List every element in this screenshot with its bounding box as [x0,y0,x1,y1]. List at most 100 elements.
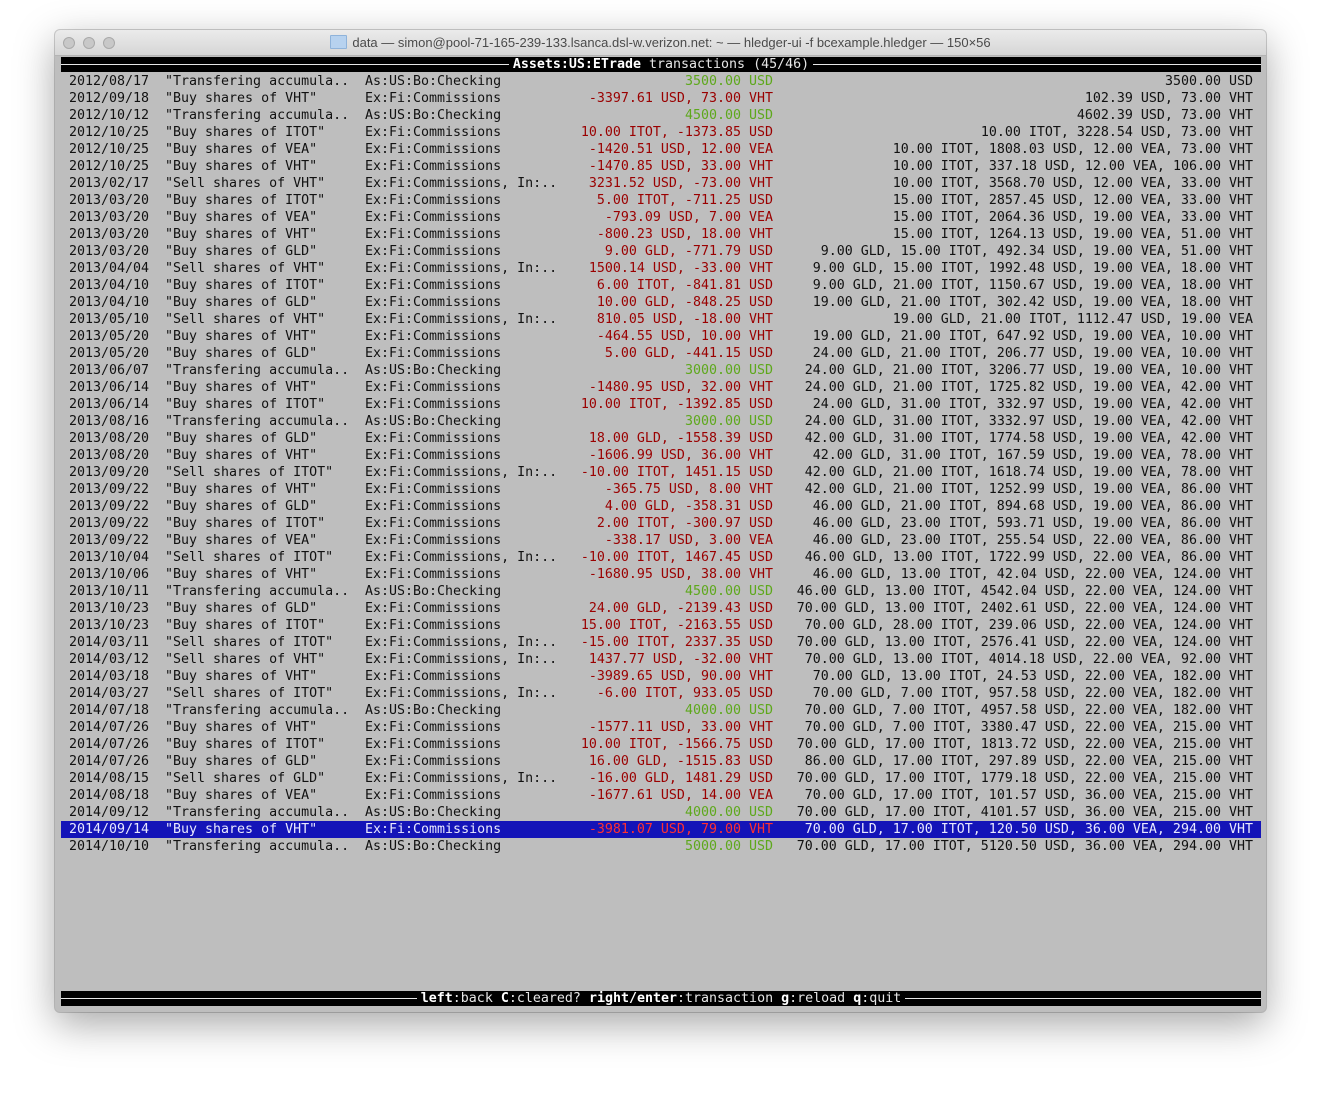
key-action-3: reload [797,991,846,1006]
date: 2013/09/20 [69,465,150,480]
balance: 70.00 GLD, 17.00 ITOT, 4101.57 USD, 36.0… [796,805,1253,820]
description: "Transfering accumula.. [165,584,350,599]
amount: 10.00 ITOT, -1373.85 USD [580,125,773,140]
table-row[interactable]: 2013/09/20 "Sell shares of ITOT" Ex:Fi:Com… [61,464,1261,481]
table-row[interactable]: 2013/03/20 "Buy shares of VHT" Ex:Fi:Commi… [61,226,1261,243]
amount: 10.00 ITOT, -1392.85 USD [580,397,773,412]
table-row[interactable]: 2014/09/12 "Transfering accumula.. As:US:B… [61,804,1261,821]
table-row[interactable]: 2014/07/26 "Buy shares of GLD" Ex:Fi:Commi… [61,753,1261,770]
account: Ex:Fi:Commissions [365,227,502,242]
table-row[interactable]: 2014/03/11 "Sell shares of ITOT" Ex:Fi:Com… [61,634,1261,651]
table-row[interactable]: 2013/05/10 "Sell shares of VHT" Ex:Fi:Comm… [61,311,1261,328]
description: "Buy shares of VHT" [165,822,318,837]
table-row[interactable]: 2013/04/04 "Sell shares of VHT" Ex:Fi:Comm… [61,260,1261,277]
table-row[interactable]: 2013/09/22 "Buy shares of GLD" Ex:Fi:Commi… [61,498,1261,515]
table-row[interactable]: 2013/06/14 "Buy shares of ITOT" Ex:Fi:Comm… [61,396,1261,413]
table-row[interactable]: 2013/10/06 "Buy shares of VHT" Ex:Fi:Commi… [61,566,1261,583]
table-row[interactable]: 2013/09/22 "Buy shares of VEA" Ex:Fi:Commi… [61,532,1261,549]
table-row[interactable]: 2013/10/04 "Sell shares of ITOT" Ex:Fi:Com… [61,549,1261,566]
table-row[interactable]: 2012/08/17 "Transfering accumula.. As:US:B… [61,73,1261,90]
account: As:US:Bo:Checking [365,839,502,854]
date: 2012/10/25 [69,142,150,157]
table-row[interactable]: 2013/05/20 "Buy shares of VHT" Ex:Fi:Commi… [61,328,1261,345]
description: "Buy shares of GLD" [165,754,318,769]
account: Ex:Fi:Commissions [365,482,502,497]
date: 2013/10/06 [69,567,150,582]
date: 2014/08/18 [69,788,150,803]
amount: -338.17 USD, 3.00 VEA [604,533,773,548]
table-row[interactable]: 2013/08/20 "Buy shares of VHT" Ex:Fi:Commi… [61,447,1261,464]
table-row[interactable]: 2014/07/26 "Buy shares of VHT" Ex:Fi:Commi… [61,719,1261,736]
balance: 10.00 ITOT, 337.18 USD, 12.00 VEA, 106.0… [892,159,1253,174]
amount: -15.00 ITOT, 2337.35 USD [580,635,773,650]
amount: -365.75 USD, 8.00 VHT [604,482,773,497]
table-row[interactable]: 2012/10/25 "Buy shares of VEA" Ex:Fi:Commi… [61,141,1261,158]
close-button[interactable] [63,37,75,49]
table-row[interactable]: 2013/08/20 "Buy shares of GLD" Ex:Fi:Commi… [61,430,1261,447]
date: 2013/08/20 [69,431,150,446]
account: Ex:Fi:Commissions [365,329,502,344]
table-row[interactable]: 2013/06/14 "Buy shares of VHT" Ex:Fi:Commi… [61,379,1261,396]
account: Ex:Fi:Commissions, In:.. [365,261,558,276]
table-row[interactable]: 2013/04/10 "Buy shares of ITOT" Ex:Fi:Comm… [61,277,1261,294]
date: 2013/06/14 [69,380,150,395]
table-row[interactable]: 2013/05/20 "Buy shares of GLD" Ex:Fi:Commi… [61,345,1261,362]
table-row[interactable]: 2014/03/27 "Sell shares of ITOT" Ex:Fi:Com… [61,685,1261,702]
description: "Buy shares of ITOT" [165,278,326,293]
account: Ex:Fi:Commissions [365,91,502,106]
date: 2013/05/20 [69,329,150,344]
balance: 70.00 GLD, 17.00 ITOT, 1779.18 USD, 22.0… [796,771,1253,786]
date: 2013/09/22 [69,499,150,514]
table-row[interactable]: 2013/08/16 "Transfering accumula.. As:US:B… [61,413,1261,430]
table-row[interactable]: 2012/10/12 "Transfering accumula.. As:US:B… [61,107,1261,124]
table-row[interactable]: 2012/10/25 "Buy shares of ITOT" Ex:Fi:Comm… [61,124,1261,141]
table-row[interactable]: 2013/09/22 "Buy shares of ITOT" Ex:Fi:Comm… [61,515,1261,532]
minimize-button[interactable] [83,37,95,49]
table-row[interactable]: 2013/03/20 "Buy shares of GLD" Ex:Fi:Commi… [61,243,1261,260]
table-row[interactable]: 2014/03/12 "Sell shares of VHT" Ex:Fi:Comm… [61,651,1261,668]
table-row[interactable]: 2014/08/18 "Buy shares of VEA" Ex:Fi:Commi… [61,787,1261,804]
balance: 46.00 GLD, 13.00 ITOT, 42.04 USD, 22.00 … [812,567,1253,582]
table-row[interactable]: 2014/07/18 "Transfering accumula.. As:US:B… [61,702,1261,719]
table-row[interactable]: 2012/10/25 "Buy shares of VHT" Ex:Fi:Commi… [61,158,1261,175]
table-row[interactable]: 2013/02/17 "Sell shares of VHT" Ex:Fi:Comm… [61,175,1261,192]
zoom-button[interactable] [103,37,115,49]
amount: 3000.00 USD [684,414,773,429]
table-row[interactable]: 2014/08/15 "Sell shares of GLD" Ex:Fi:Comm… [61,770,1261,787]
account: Ex:Fi:Commissions [365,822,502,837]
account: Ex:Fi:Commissions, In:.. [365,550,558,565]
description: "Transfering accumula.. [165,839,350,854]
balance: 19.00 GLD, 21.00 ITOT, 647.92 USD, 19.00… [812,329,1253,344]
date: 2013/09/22 [69,533,150,548]
balance: 86.00 GLD, 17.00 ITOT, 297.89 USD, 22.00… [804,754,1253,769]
table-row[interactable]: 2013/04/10 "Buy shares of GLD" Ex:Fi:Commi… [61,294,1261,311]
table-row[interactable]: 2014/07/26 "Buy shares of ITOT" Ex:Fi:Comm… [61,736,1261,753]
account: Ex:Fi:Commissions, In:.. [365,465,558,480]
balance: 24.00 GLD, 21.00 ITOT, 206.77 USD, 19.00… [812,346,1253,361]
table-row[interactable]: 2013/10/23 "Buy shares of ITOT" Ex:Fi:Comm… [61,617,1261,634]
date: 2012/10/25 [69,159,150,174]
table-row[interactable]: 2013/03/20 "Buy shares of VEA" Ex:Fi:Commi… [61,209,1261,226]
account: As:US:Bo:Checking [365,108,502,123]
amount: 5.00 GLD, -441.15 USD [604,346,773,361]
amount: -10.00 ITOT, 1451.15 USD [580,465,773,480]
date: 2013/03/20 [69,244,150,259]
key-4: q [853,991,862,1006]
account: Ex:Fi:Commissions [365,788,502,803]
date: 2013/04/10 [69,278,150,293]
table-row[interactable]: 2012/09/18 "Buy shares of VHT" Ex:Fi:Commi… [61,90,1261,107]
table-row[interactable]: 2013/10/11 "Transfering accumula.. As:US:B… [61,583,1261,600]
table-row[interactable]: 2014/03/18 "Buy shares of VHT" Ex:Fi:Commi… [61,668,1261,685]
table-row[interactable]: 2013/09/22 "Buy shares of VHT" Ex:Fi:Commi… [61,481,1261,498]
table-row[interactable]: 2014/10/10 "Transfering accumula.. As:US:B… [61,838,1261,855]
table-row[interactable]: 2013/03/20 "Buy shares of ITOT" Ex:Fi:Comm… [61,192,1261,209]
terminal[interactable]: Assets:US:ETrade transactions (45/46) 20… [61,56,1261,1012]
table-row-selected[interactable]: 2014/09/14 "Buy shares of VHT" Ex:Fi:Commi… [61,821,1261,838]
account: Ex:Fi:Commissions, In:.. [365,176,558,191]
account: Ex:Fi:Commissions [365,244,502,259]
table-row[interactable]: 2013/10/23 "Buy shares of GLD" Ex:Fi:Commi… [61,600,1261,617]
date: 2014/07/18 [69,703,150,718]
date: 2014/03/27 [69,686,150,701]
description: "Transfering accumula.. [165,805,350,820]
table-row[interactable]: 2013/06/07 "Transfering accumula.. As:US:B… [61,362,1261,379]
